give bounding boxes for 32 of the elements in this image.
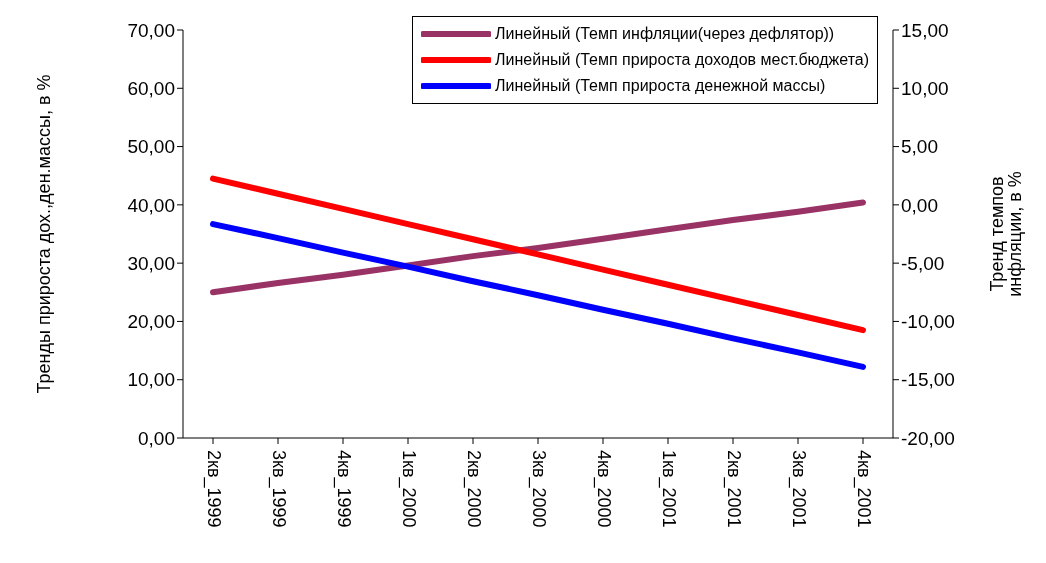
- y2-tick-label: -20,00: [901, 427, 955, 449]
- x-tick-label: 2кв_2000: [463, 450, 485, 528]
- x-tick-label: 3кв_2001: [788, 450, 810, 528]
- x-tick-label: 2кв_1999: [203, 450, 225, 528]
- y2-tick-label: 5,00: [901, 136, 938, 158]
- y-tick-label: 70,00: [127, 19, 175, 41]
- y-tick-label: 20,00: [127, 311, 175, 333]
- y-tick-label: 50,00: [127, 136, 175, 158]
- y2-tick-label: -10,00: [901, 311, 955, 333]
- x-tick-label: 4кв_2001: [853, 450, 875, 528]
- y-axis-title: Тренды прироста дох.,ден.массы, в %: [34, 74, 55, 394]
- legend-label: Линейный (Темп прироста доходов мест.бюджета): [495, 51, 869, 69]
- legend-label: Линейный (Темп инфляции(через дефлятор)): [495, 25, 835, 43]
- x-tick-label: 2кв_2001: [723, 450, 745, 528]
- y2-axis-title: Тренд темпов инфляции, в %: [987, 171, 1026, 297]
- y-tick-label: 40,00: [127, 194, 175, 216]
- y2-tick-label: 0,00: [901, 194, 938, 216]
- y-tick-label: 0,00: [138, 427, 175, 449]
- y2-tick-label: -15,00: [901, 369, 955, 391]
- y-tick-label: 60,00: [127, 78, 175, 100]
- y-tick-label: 10,00: [127, 369, 175, 391]
- y2-tick-label: -5,00: [901, 252, 945, 274]
- x-tick-label: 3кв_1999: [268, 450, 290, 528]
- x-tick-label: 4кв_1999: [333, 450, 355, 528]
- y2-tick-label: 10,00: [901, 78, 949, 100]
- legend-label: Линейный (Темп прироста денежной массы): [495, 77, 826, 95]
- x-tick-label: 1кв_2001: [658, 450, 680, 528]
- x-tick-label: 1кв_2000: [398, 450, 420, 528]
- x-tick-label: 4кв_2000: [593, 450, 615, 528]
- y2-tick-label: 15,00: [901, 19, 949, 41]
- y-tick-label: 30,00: [127, 252, 175, 274]
- x-tick-label: 3кв_2000: [528, 450, 550, 528]
